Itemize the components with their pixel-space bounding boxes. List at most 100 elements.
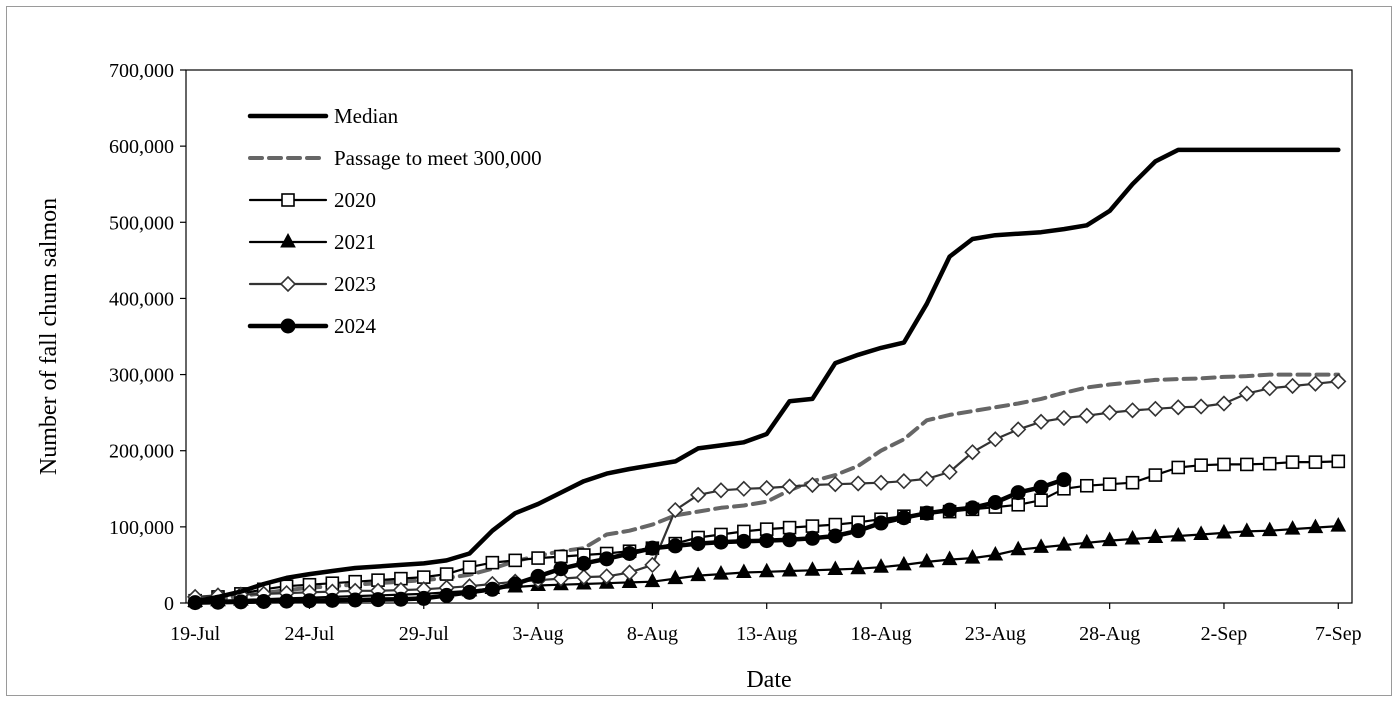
y-axis-title: Number of fall chum salmon: [36, 198, 62, 475]
data-point-2023: [964, 444, 981, 461]
data-point-2023: [850, 475, 867, 492]
data-point-2020: [1331, 454, 1346, 469]
data-point-2024: [507, 576, 523, 592]
data-point-2023: [1055, 409, 1073, 427]
data-point-2020: [485, 555, 500, 570]
data-point-2023: [1215, 395, 1233, 412]
data-point-2024: [576, 555, 592, 571]
data-point-2024: [644, 540, 660, 556]
legend-label-median: Median: [334, 104, 399, 128]
data-point-2020: [531, 551, 545, 565]
data-point-2023: [1124, 402, 1141, 419]
data-point-2024: [187, 595, 203, 611]
data-point-2021: [781, 561, 798, 577]
x-axis: 19-Jul 24-Jul 29-Jul 3-Aug 8-Aug 13-Aug 18-Aug…: [170, 603, 1362, 645]
data-point-2023: [735, 480, 752, 497]
data-point-2020: [439, 567, 454, 581]
legend-marker-2021: [280, 232, 296, 248]
data-point-2024: [896, 510, 912, 526]
data-point-2021: [873, 558, 889, 573]
y-tick-label: 200,000: [109, 441, 174, 463]
legend-label-2023: 2023: [334, 272, 376, 296]
series-2020: [188, 454, 1346, 608]
data-point-2024: [393, 591, 409, 607]
data-point-2023: [1010, 421, 1027, 438]
data-point-2023: [827, 476, 844, 493]
data-point-2024: [942, 502, 958, 518]
data-point-2024: [1033, 479, 1049, 495]
data-point-2020: [1194, 458, 1208, 472]
data-point-2020: [1148, 468, 1163, 482]
y-tick-label: 0: [164, 593, 174, 615]
series-line-median: [192, 147, 1341, 604]
data-point-2020: [1262, 456, 1277, 471]
data-point-2023: [804, 476, 821, 494]
data-point-2023: [1032, 413, 1050, 430]
x-tick-label: 13-Aug: [736, 623, 797, 645]
chart-frame: [6, 6, 1392, 696]
data-point-2021: [1261, 521, 1278, 537]
data-point-2021: [1330, 517, 1347, 532]
data-point-2020: [1240, 457, 1254, 472]
data-point-2024: [782, 532, 798, 548]
series-2023: [187, 373, 1347, 606]
plot-area: [185, 69, 1353, 604]
series-median: [192, 147, 1341, 604]
series-line-passage-to-meet-300-000: [193, 372, 1341, 604]
legend-label-2021: 2021: [334, 230, 376, 254]
data-point-2021: [1216, 523, 1232, 539]
data-point-2021: [850, 559, 867, 575]
data-point-2023: [1078, 407, 1095, 424]
data-point-2023: [1192, 398, 1210, 415]
data-point-2021: [827, 560, 844, 575]
data-point-2023: [689, 486, 707, 504]
data-point-2021: [1238, 522, 1255, 537]
data-point-2021: [1147, 528, 1164, 544]
data-point-2021: [1010, 540, 1027, 556]
data-point-2024: [301, 593, 317, 609]
data-point-2020: [462, 560, 477, 575]
data-point-2021: [1170, 526, 1187, 542]
series-2024: [187, 472, 1072, 611]
data-point-2023: [1101, 404, 1118, 421]
data-point-2023: [1238, 385, 1255, 402]
data-point-2020: [1102, 477, 1117, 492]
data-point-2024: [804, 530, 820, 546]
data-point-2023: [895, 473, 913, 490]
legend-label-passage-to-meet-300-000: Passage to meet 300,000: [334, 146, 542, 170]
data-point-2020: [554, 549, 568, 564]
data-point-2020: [1079, 478, 1094, 493]
data-point-2024: [850, 523, 866, 539]
y-tick-label: 100,000: [109, 517, 174, 539]
data-point-2021: [713, 565, 729, 580]
data-point-2023: [1284, 377, 1301, 395]
data-point-2020: [1285, 455, 1300, 469]
y-tick-label: 600,000: [109, 136, 174, 158]
data-point-2023: [987, 431, 1004, 448]
legend-marker-2020: [281, 193, 295, 207]
data-point-2021: [644, 572, 661, 588]
data-point-2021: [1124, 529, 1141, 545]
y-tick-label: 300,000: [109, 365, 174, 387]
y-tick-label: 400,000: [109, 288, 174, 310]
data-point-2023: [1170, 399, 1187, 416]
data-point-2024: [919, 505, 935, 521]
data-point-2024: [324, 592, 340, 608]
data-point-2020: [805, 519, 820, 533]
data-point-2020: [1125, 475, 1140, 490]
data-point-2021: [667, 569, 684, 585]
series-passage-to-meet-300-000: [193, 372, 1341, 604]
data-point-2021: [918, 552, 935, 568]
data-point-2021: [941, 550, 958, 566]
data-point-2023: [667, 501, 684, 519]
data-point-2023: [781, 478, 798, 495]
data-point-2024: [667, 538, 683, 554]
data-point-2024: [484, 581, 500, 597]
data-point-2020: [1034, 493, 1048, 508]
data-point-2021: [896, 555, 912, 571]
data-point-2020: [782, 520, 797, 535]
data-point-2024: [873, 515, 889, 531]
data-point-2020: [1011, 497, 1026, 512]
data-point-2023: [644, 556, 661, 574]
